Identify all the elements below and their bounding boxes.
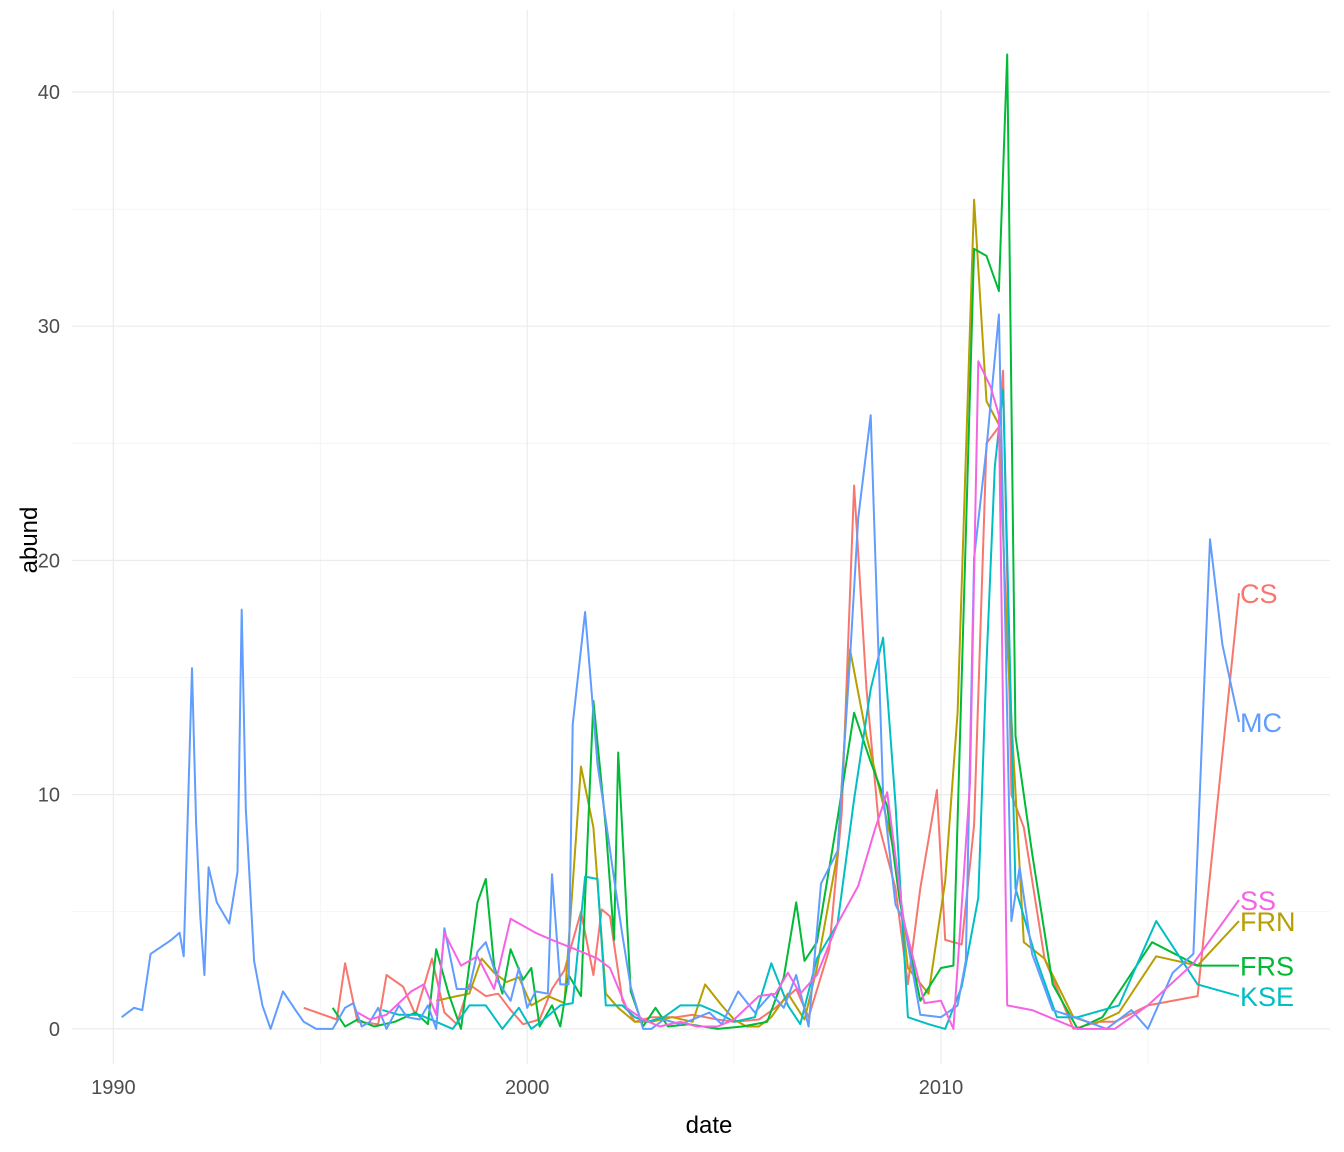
series-lines: [121, 53, 1240, 1030]
x-tick-label: 2000: [505, 1077, 550, 1099]
y-tick-label: 20: [38, 550, 60, 572]
series-label-frn: FRN: [1240, 907, 1296, 937]
y-axis: 0 10 20 30 40: [38, 82, 60, 1041]
x-axis-title: date: [686, 1112, 733, 1139]
x-tick-label: 1990: [91, 1077, 136, 1099]
y-tick-label: 0: [49, 1019, 60, 1041]
series-line-mc: [121, 313, 1240, 1030]
series-line-frn: [435, 198, 1240, 1028]
series-label-cs: CS: [1240, 579, 1278, 609]
series-line-frs: [331, 53, 1239, 1030]
series-label-kse: KSE: [1240, 982, 1294, 1012]
series-line-ss: [357, 360, 1240, 1030]
series-line-kse: [382, 388, 1240, 1030]
y-tick-label: 30: [38, 316, 60, 338]
y-tick-label: 40: [38, 82, 60, 104]
x-tick-label: 2010: [919, 1077, 964, 1099]
grid: [72, 10, 1330, 1064]
series-label-mc: MC: [1240, 708, 1282, 738]
series-label-ss: SS: [1240, 886, 1276, 916]
y-tick-label: 10: [38, 785, 60, 807]
series-label-frs: FRS: [1240, 952, 1294, 982]
y-axis-title: abund: [16, 507, 43, 574]
x-axis: 1990 2000 2010: [91, 1077, 963, 1099]
